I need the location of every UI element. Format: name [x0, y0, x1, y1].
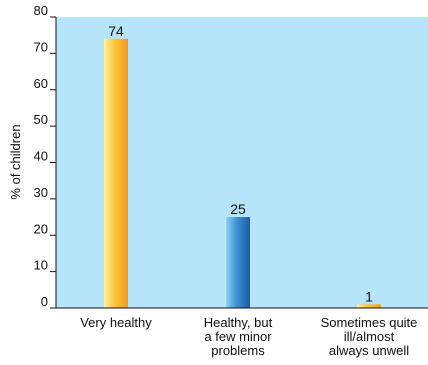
category-label: always unwell — [329, 343, 409, 358]
data-label: 1 — [365, 288, 373, 304]
y-axis-label: % of children — [8, 124, 23, 199]
y-tick-label: 30 — [34, 185, 48, 200]
y-tick-label: 0 — [41, 294, 48, 309]
bar — [226, 217, 250, 308]
category-label: ill/almost — [344, 329, 395, 344]
y-tick-label: 20 — [34, 221, 48, 236]
data-label: 25 — [230, 201, 246, 217]
y-tick-label: 10 — [34, 258, 48, 273]
category-label: a few minor — [204, 329, 272, 344]
y-axis-ticks: 0 10 20 30 40 50 60 70 80 — [34, 3, 56, 309]
y-tick-label: 70 — [34, 39, 48, 54]
bar — [357, 304, 381, 308]
data-label: 74 — [108, 23, 124, 39]
bars — [104, 38, 381, 308]
bar — [104, 38, 128, 308]
category-label: Healthy, but — [204, 315, 273, 330]
category-label: Sometimes quite — [321, 315, 418, 330]
category-label: problems — [211, 343, 265, 358]
data-labels: 74 25 1 — [108, 23, 373, 305]
y-tick-label: 80 — [34, 3, 48, 18]
category-label: Very healthy — [80, 315, 152, 330]
y-tick-label: 60 — [34, 76, 48, 91]
y-tick-label: 40 — [34, 149, 48, 164]
y-tick-label: 50 — [34, 112, 48, 127]
